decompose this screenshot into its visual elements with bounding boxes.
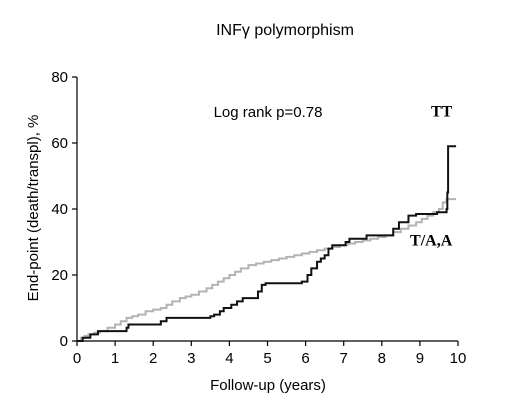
chart-title: INFγ polymorphism: [216, 22, 354, 39]
series-label: TT: [431, 104, 453, 121]
y-tick-label: 0: [60, 333, 68, 350]
x-tick-label: 2: [149, 350, 157, 367]
series-labels: TT T/A,A: [410, 104, 453, 250]
y-tick-label: 80: [51, 69, 68, 86]
x-tick-label: 5: [263, 350, 271, 367]
x-tick-label: 4: [225, 350, 233, 367]
x-tick-label: 9: [416, 350, 424, 367]
series-label: T/A,A: [410, 232, 453, 249]
series-group: [77, 145, 457, 342]
x-tick-label: 10: [450, 350, 467, 367]
x-tick-label: 0: [73, 350, 81, 367]
log-rank-annotation: Log rank p=0.78: [214, 104, 323, 121]
y-tick-label: 20: [51, 267, 68, 284]
y-tick-label: 40: [51, 201, 68, 218]
x-tick-label: 3: [187, 350, 195, 367]
x-tick-label: 7: [340, 350, 348, 367]
y-ticks: 0 20 40 60 80: [51, 69, 77, 350]
series-line-t-a-a: [77, 198, 457, 342]
x-tick-label: 6: [301, 350, 309, 367]
series-line-tt: [77, 145, 457, 342]
y-axis-label: End-point (death/transpl), %: [25, 115, 42, 302]
x-tick-label: 8: [378, 350, 386, 367]
x-tick-label: 1: [111, 350, 119, 367]
x-ticks: 0 1 2 3 4 5 6 7 8 9 10: [73, 341, 467, 367]
y-tick-label: 60: [51, 135, 68, 152]
x-axis-label: Follow-up (years): [210, 377, 326, 394]
